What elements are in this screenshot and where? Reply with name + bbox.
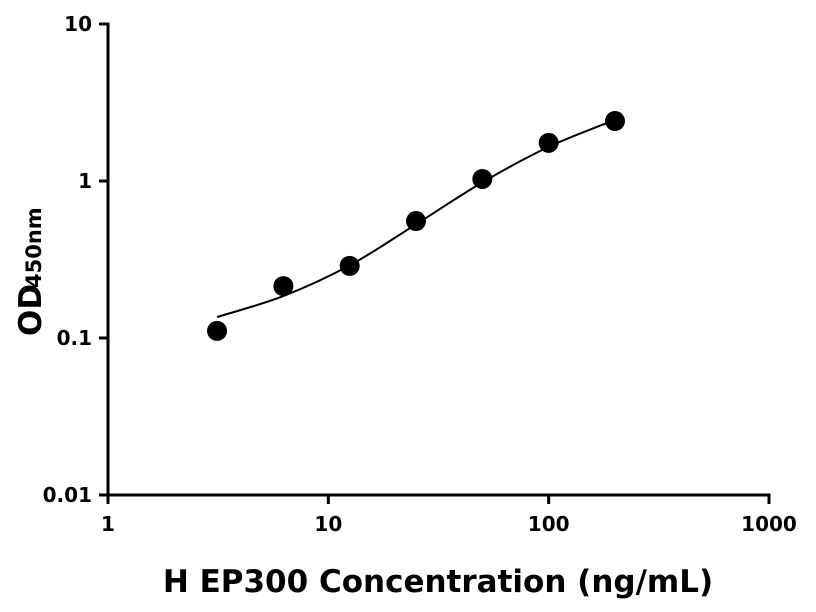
data-point: [538, 132, 559, 153]
data-point: [406, 211, 427, 232]
y-tick-label: 10: [64, 12, 92, 36]
data-point: [604, 111, 625, 132]
data-point: [472, 168, 493, 189]
data-point: [207, 320, 228, 341]
y-axis-label-group: OD 450nm: [13, 207, 49, 336]
x-tick-label: 1000: [741, 512, 797, 536]
x-tick-label: 100: [528, 512, 570, 536]
y-tick-label: 1: [78, 169, 92, 193]
data-point: [339, 255, 360, 276]
y-tick-label: 0.1: [57, 326, 92, 350]
x-tick-label: 10: [314, 512, 342, 536]
y-axis-label-subscript: 450nm: [22, 207, 46, 288]
x-axis-label: H EP300 Concentration (ng/mL): [163, 564, 713, 600]
x-tick-label: 1: [101, 512, 115, 536]
data-point: [273, 276, 294, 297]
y-tick-label: 0.01: [43, 483, 92, 507]
y-axis-label: OD: [13, 284, 49, 336]
